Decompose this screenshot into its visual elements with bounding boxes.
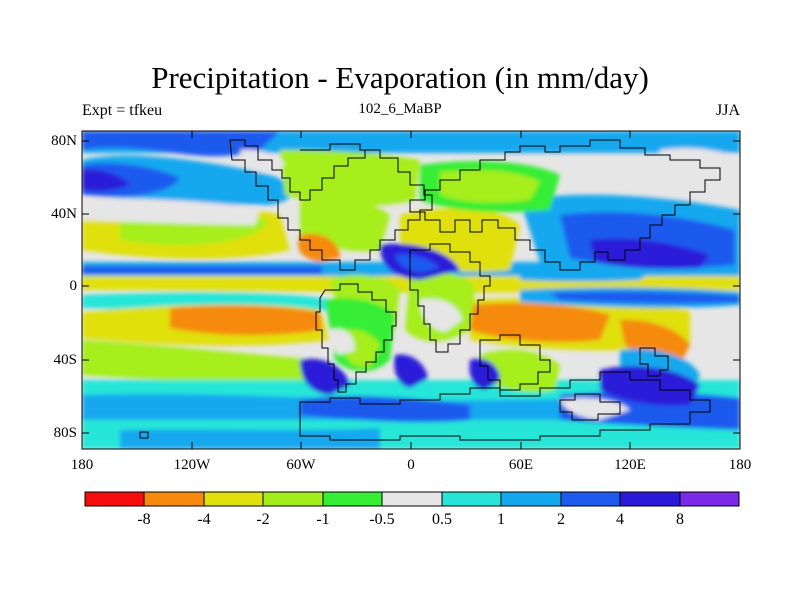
colorbar-label: 0.5	[432, 511, 452, 528]
x-tick-label: 180	[728, 457, 752, 473]
precip-evap-map	[82, 131, 740, 449]
colorbar-box-7	[442, 492, 501, 506]
x-tick-label: 60E	[508, 457, 534, 473]
colorbar-box-11	[680, 492, 739, 506]
period-label: 102_6_MaBP	[358, 101, 442, 117]
colorbar-label: 2	[557, 511, 565, 528]
x-tick-label: 60W	[286, 457, 316, 473]
y-tick-label: 80S	[53, 425, 77, 441]
season-label: JJA	[715, 102, 740, 119]
x-tick-label: 180	[70, 457, 94, 473]
colorbar-label: -4	[197, 511, 211, 528]
colorbar	[84, 491, 740, 507]
colorbar-box-8	[501, 492, 561, 506]
colorbar-box-5	[323, 492, 382, 506]
tick-marks	[81, 131, 741, 449]
map-title: Precipitation - Evaporation (in mm/day)	[151, 60, 649, 95]
colorbar-box-2	[144, 492, 204, 506]
colorbar-box-1	[85, 492, 144, 506]
x-tick-label: 120W	[173, 457, 211, 473]
colorbar-label: 4	[616, 511, 624, 528]
x-tick-label: 120E	[614, 457, 646, 473]
colorbar-box-6	[382, 492, 442, 506]
y-tick-label: 80N	[51, 133, 77, 149]
y-tick-label: 40S	[53, 352, 77, 368]
colorbar-box-10	[620, 492, 680, 506]
colorbar-box-3	[204, 492, 263, 506]
x-tick-label: 0	[407, 457, 415, 473]
colorbar-label: -8	[137, 511, 151, 528]
colorbar-box-4	[263, 492, 323, 506]
experiment-label: Expt = tfkeu	[82, 102, 163, 119]
colorbar-label: 1	[497, 511, 505, 528]
y-tick-label: 40N	[51, 206, 77, 222]
coastlines	[139, 139, 721, 441]
y-tick-label: 0	[69, 278, 78, 294]
colorbar-label: -0.5	[369, 511, 395, 528]
colorbar-label: -1	[316, 511, 330, 528]
colorbar-label: -2	[256, 511, 270, 528]
colorbar-label: 8	[676, 511, 684, 528]
colorbar-box-9	[561, 492, 620, 506]
